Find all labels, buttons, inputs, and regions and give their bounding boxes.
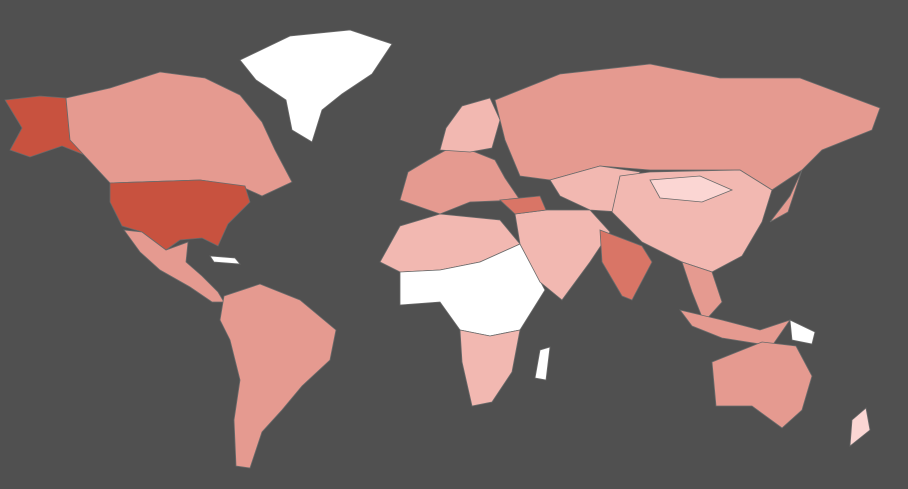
region-mexico-central-america[interactable] — [123, 229, 225, 303]
region-turkey[interactable] — [499, 195, 547, 215]
region-southern-africa[interactable] — [459, 329, 521, 407]
region-papua-new-guinea[interactable] — [789, 319, 816, 345]
region-greenland[interactable] — [239, 29, 393, 143]
region-southeast-asia[interactable] — [681, 261, 723, 323]
region-middle-east[interactable] — [514, 209, 611, 301]
region-europe[interactable] — [399, 149, 521, 215]
region-new-zealand[interactable] — [849, 407, 871, 447]
region-united-states[interactable] — [109, 179, 251, 251]
region-india[interactable] — [599, 229, 653, 301]
region-madagascar[interactable] — [534, 346, 551, 381]
region-cuba[interactable] — [209, 255, 241, 265]
region-indonesia[interactable] — [679, 309, 792, 347]
region-scandinavia[interactable] — [439, 97, 501, 153]
region-south-america[interactable] — [219, 283, 337, 469]
region-mongolia[interactable] — [649, 175, 734, 203]
country-regions — [4, 29, 881, 469]
region-alaska[interactable] — [4, 95, 93, 159]
region-australia[interactable] — [711, 341, 813, 429]
region-china[interactable] — [611, 169, 773, 273]
region-japan[interactable] — [769, 169, 803, 223]
